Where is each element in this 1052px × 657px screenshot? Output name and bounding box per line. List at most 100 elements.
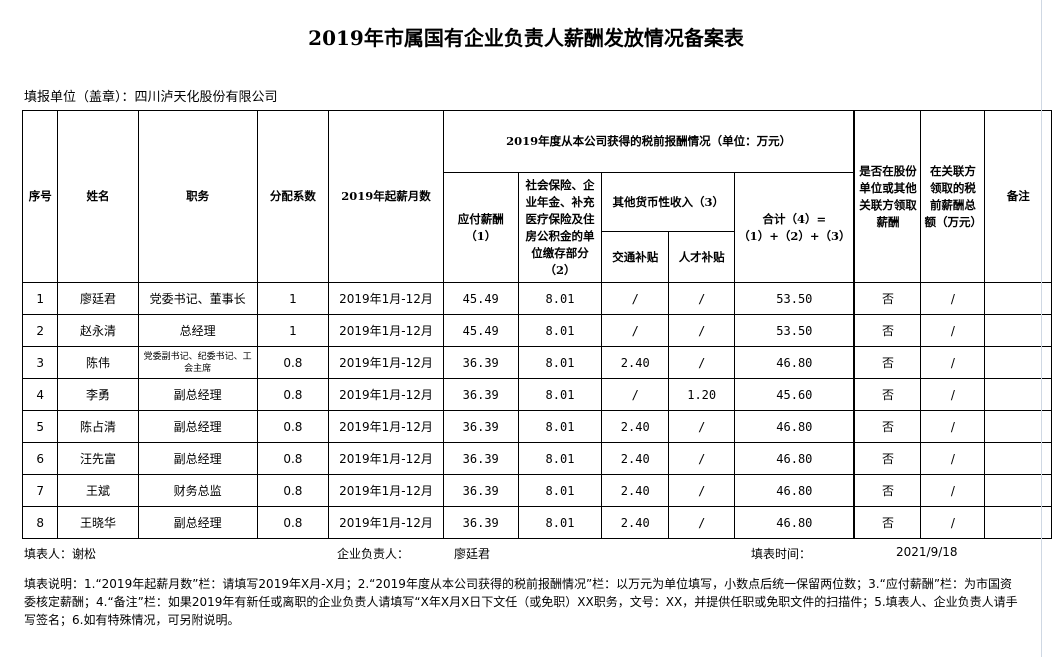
table-row: 1 廖廷君 党委书记、董事长 1 2019年1月-12月 45.49 8.01//53.50…: [21, 282, 1052, 315]
cell-related: 否: [853, 346, 922, 379]
header-transport: 交通补贴: [601, 231, 670, 283]
table-row: 5 陈占清 副总经理 0.8 2019年1月-12月 36.39 8.01 2.40/46.8…: [21, 410, 1052, 443]
cell-transport: 2.40: [601, 346, 670, 379]
leader-name: 廖廷君: [454, 547, 491, 561]
cell-related-amount: /: [920, 314, 986, 347]
cell-related-amount: /: [920, 442, 986, 475]
cell-remark: [984, 506, 1052, 539]
cell-seq: 5: [21, 410, 59, 443]
cell-salary: 36.39: [442, 506, 519, 539]
cell-salary: 36.39: [442, 410, 519, 443]
table-row: 8 王晓华 副总经理 0.8 2019年1月-12月 36.39 8.01 2.40/46.8…: [21, 506, 1052, 539]
cell-insurance: 8.01: [517, 410, 603, 443]
cell-coef: 0.8: [256, 474, 330, 507]
cell-related: 否: [853, 314, 922, 347]
table-row: 4 李勇 副总经理 0.8 2019年1月-12月 36.39 8.01/1.20 45.60…: [21, 378, 1052, 411]
cell-related: 否: [853, 474, 922, 507]
cell-related: 否: [853, 506, 922, 539]
cell-salary: 45.49: [442, 314, 519, 347]
cell-name: 汪先富: [57, 442, 139, 475]
cell-total: 53.50: [734, 282, 855, 315]
cell-coef: 0.8: [256, 506, 330, 539]
cell-months: 2019年1月-12月: [328, 474, 444, 507]
cell-salary: 36.39: [442, 346, 519, 379]
cell-months: 2019年1月-12月: [328, 378, 444, 411]
cell-total: 46.80: [734, 442, 855, 475]
cell-related: 否: [853, 410, 922, 443]
cell-seq: 1: [21, 282, 59, 315]
header-position: 职务: [137, 110, 258, 283]
cell-talent: /: [668, 282, 736, 315]
cell-position: 财务总监: [137, 474, 258, 507]
cell-total: 46.80: [734, 410, 855, 443]
cell-coef: 1: [256, 282, 330, 315]
header-name: 姓名: [57, 110, 139, 283]
cell-salary: 45.49: [442, 282, 519, 315]
cell-transport: /: [601, 282, 670, 315]
header-remark: 备注: [984, 110, 1052, 283]
cell-related-amount: /: [920, 474, 986, 507]
cell-position: 副总经理: [137, 410, 258, 443]
cell-talent: /: [668, 474, 736, 507]
cell-coef: 1: [256, 314, 330, 347]
cell-talent: /: [668, 346, 736, 379]
cell-position: 党委副书记、纪委书记、工会主席: [137, 346, 258, 379]
cell-total: 53.50: [734, 314, 855, 347]
cell-seq: 6: [21, 442, 59, 475]
cell-related-amount: /: [920, 346, 986, 379]
header-salary: 应付薪酬（1）: [442, 172, 519, 283]
cell-total: 46.80: [734, 346, 855, 379]
header-total: 合计（4）=（1）+（2）+（3）: [734, 172, 855, 283]
cell-position: 副总经理: [137, 378, 258, 411]
cell-months: 2019年1月-12月: [328, 282, 444, 315]
cell-total: 46.80: [734, 474, 855, 507]
cell-seq: 2: [21, 314, 59, 347]
cell-position: 党委书记、董事长: [137, 282, 258, 315]
cell-name: 李勇: [57, 378, 139, 411]
salary-table: 序号 姓名 职务 分配系数 2019年起薪月数 2019年度从本公司获得的税前报…: [21, 110, 1052, 539]
reporting-unit: 填报单位（盖章）：四川泸天化股份有限公司: [24, 90, 278, 105]
cell-months: 2019年1月-12月: [328, 314, 444, 347]
cell-transport: 2.40: [601, 442, 670, 475]
cell-remark: [984, 378, 1052, 411]
cell-talent: /: [668, 410, 736, 443]
page-edge: [1041, 0, 1042, 657]
cell-name: 王晓华: [57, 506, 139, 539]
table-row: 3 陈伟 党委副书记、纪委书记、工会主席 0.8 2019年1月-12月 36.39 8.0…: [21, 346, 1052, 379]
cell-seq: 7: [21, 474, 59, 507]
cell-coef: 0.8: [256, 346, 330, 379]
cell-name: 陈占清: [57, 410, 139, 443]
cell-transport: 2.40: [601, 410, 670, 443]
cell-salary: 36.39: [442, 442, 519, 475]
cell-transport: 2.40: [601, 474, 670, 507]
cell-transport: 2.40: [601, 506, 670, 539]
cell-insurance: 8.01: [517, 474, 603, 507]
cell-insurance: 8.01: [517, 346, 603, 379]
cell-talent: /: [668, 506, 736, 539]
cell-remark: [984, 410, 1052, 443]
date-value: 2021/9/18: [896, 545, 958, 559]
cell-remark: [984, 474, 1052, 507]
cell-seq: 8: [21, 506, 59, 539]
cell-related: 否: [853, 282, 922, 315]
cell-related-amount: /: [920, 410, 986, 443]
header-group: 2019年度从本公司获得的税前报酬情况（单位：万元）: [442, 110, 855, 173]
cell-name: 赵永清: [57, 314, 139, 347]
cell-seq: 4: [21, 378, 59, 411]
cell-transport: /: [601, 378, 670, 411]
table-row: 2 赵永清 总经理 1 2019年1月-12月 45.49 8.01//53.50 否 /: [21, 314, 1052, 347]
cell-name: 廖廷君: [57, 282, 139, 315]
cell-insurance: 8.01: [517, 282, 603, 315]
cell-total: 46.80: [734, 506, 855, 539]
header-coef: 分配系数: [256, 110, 330, 283]
cell-months: 2019年1月-12月: [328, 506, 444, 539]
cell-position: 总经理: [137, 314, 258, 347]
cell-talent: /: [668, 442, 736, 475]
cell-remark: [984, 282, 1052, 315]
header-related-amount: 在关联方领取的税前薪酬总额（万元）: [920, 110, 986, 283]
leader-label: 企业负责人：: [337, 547, 410, 561]
instructions: 填表说明：1.“2019年起薪月数”栏：请填写2019年X月-X月；2.“201…: [24, 577, 1018, 627]
table-row: 6 汪先富 副总经理 0.8 2019年1月-12月 36.39 8.01 2.40/46.8…: [21, 442, 1052, 475]
cell-coef: 0.8: [256, 442, 330, 475]
cell-related-amount: /: [920, 378, 986, 411]
